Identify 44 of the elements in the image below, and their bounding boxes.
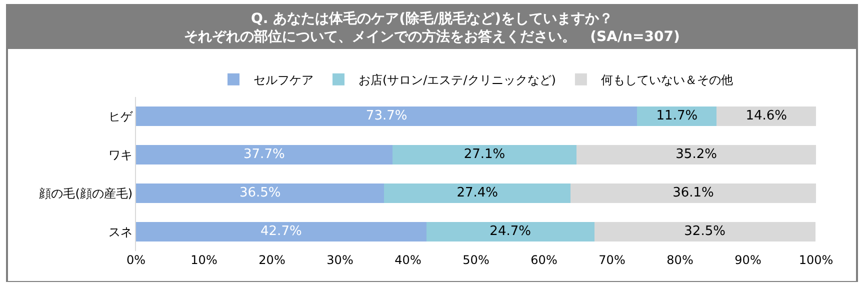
x-tick-label: 20% xyxy=(258,253,286,267)
data-label: 35.2% xyxy=(676,147,717,162)
bar xyxy=(576,145,816,164)
legend-label: お店(サロン/エステ/クリニックなど) xyxy=(358,73,556,88)
bar xyxy=(570,184,816,203)
data-label: 73.7% xyxy=(366,108,408,124)
x-tick-label: 100% xyxy=(798,253,834,267)
chart-subtitle: それぞれの部位について、メインでの方法をお答えください。 (SA/n=307) xyxy=(184,29,680,45)
data-label: 37.7% xyxy=(244,147,285,162)
bar xyxy=(716,106,816,126)
data-label: 36.5% xyxy=(239,186,281,200)
y-tick-label: ヒゲ xyxy=(108,109,134,124)
data-label: 32.5% xyxy=(684,224,726,239)
data-label: 11.7% xyxy=(656,108,698,124)
data-label: 27.1% xyxy=(464,147,506,162)
legend-label: セルフケア xyxy=(254,73,314,88)
bar xyxy=(392,145,577,164)
bar xyxy=(594,222,816,242)
y-tick-label: スネ xyxy=(108,224,133,239)
x-tick-label: 80% xyxy=(666,253,694,267)
x-tick-label: 70% xyxy=(598,253,626,267)
data-label: 24.7% xyxy=(490,224,531,239)
y-tick-label: ワキ xyxy=(108,148,133,162)
data-label: 27.4% xyxy=(456,186,498,200)
bar xyxy=(637,106,717,126)
x-tick-label: 30% xyxy=(326,253,354,267)
bar xyxy=(136,145,392,164)
x-tick-label: 90% xyxy=(734,253,762,267)
chart-title: Q. あなたは体毛のケア(除毛/脱毛など)をしていますか？ xyxy=(250,11,613,27)
legend-label: 何もしていない＆その他 xyxy=(600,73,733,88)
x-tick-label: 0% xyxy=(126,253,146,267)
data-label: 42.7% xyxy=(260,224,302,239)
data-label: 14.6% xyxy=(746,108,788,124)
x-tick-label: 60% xyxy=(530,253,558,267)
data-label: 36.1% xyxy=(672,186,714,200)
bar xyxy=(426,222,594,242)
bar xyxy=(136,222,426,242)
x-tick-label: 40% xyxy=(394,253,422,267)
y-tick-label: 顔の毛(顔の産毛) xyxy=(39,186,133,200)
bar xyxy=(384,184,571,203)
x-tick-label: 50% xyxy=(462,253,490,267)
x-tick-label: 10% xyxy=(190,253,218,267)
bar xyxy=(136,106,638,126)
bar xyxy=(136,184,384,203)
